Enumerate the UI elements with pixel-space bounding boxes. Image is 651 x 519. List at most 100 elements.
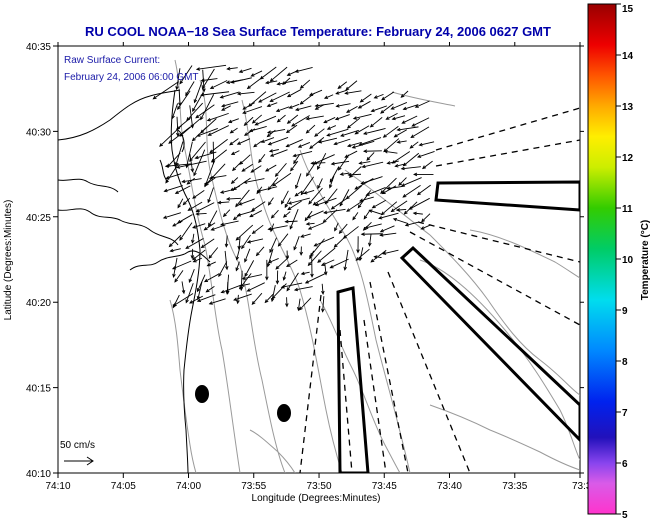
current-vector <box>220 284 242 294</box>
current-vector-field <box>152 64 435 313</box>
current-vector <box>329 258 349 269</box>
current-vector <box>392 217 408 224</box>
current-vector <box>251 201 266 212</box>
current-vector <box>168 126 191 144</box>
current-vector <box>221 105 231 111</box>
current-vector <box>314 104 325 110</box>
current-vector <box>380 103 394 114</box>
current-vector <box>418 141 435 147</box>
current-vector <box>335 103 351 108</box>
current-vector <box>174 185 191 194</box>
current-vector <box>304 272 327 284</box>
current-vector <box>390 200 408 213</box>
current-vector <box>187 201 203 211</box>
current-vector <box>361 161 384 169</box>
current-vector <box>251 114 263 124</box>
current-vector <box>241 163 253 172</box>
current-vector <box>356 236 360 254</box>
current-vector <box>195 64 227 71</box>
current-vector <box>205 286 215 293</box>
chart-title: RU COOL NOAA−18 Sea Surface Temperature:… <box>85 24 551 39</box>
current-vector <box>330 160 350 166</box>
x-tick-label: 73:3 <box>572 481 592 492</box>
y-tick-label: 40:10 <box>26 469 51 480</box>
current-vector <box>241 274 263 280</box>
current-vector <box>196 294 216 302</box>
current-vector <box>206 112 229 122</box>
current-vector <box>200 238 215 249</box>
current-vector <box>404 221 420 227</box>
channel-outline <box>399 245 580 443</box>
current-vector <box>203 273 219 283</box>
current-vector <box>344 90 362 95</box>
current-vector <box>393 129 407 138</box>
current-vector <box>233 293 252 301</box>
x-tick-label: 74:00 <box>176 481 201 492</box>
colorbar-tick-label: 9 <box>622 306 628 317</box>
current-vector <box>369 117 383 128</box>
current-vector <box>171 103 179 120</box>
current-vector <box>363 209 371 220</box>
current-vector <box>208 298 226 305</box>
current-vector <box>200 94 215 121</box>
annotation-line-1: Raw Surface Current: <box>64 55 160 66</box>
current-vector <box>195 104 215 119</box>
current-vector <box>165 163 179 184</box>
current-vector <box>323 262 328 276</box>
current-vector <box>306 210 324 219</box>
x-tick-label: 74:05 <box>111 481 136 492</box>
y-axis-label: Latitude (Degrees:Minutes) <box>3 200 14 321</box>
current-vector <box>246 238 264 244</box>
current-vector <box>345 80 358 91</box>
current-vector <box>281 190 289 205</box>
current-vector <box>370 105 388 113</box>
current-vector <box>303 190 315 195</box>
current-vector <box>229 127 238 134</box>
current-vector <box>383 149 398 154</box>
current-vector <box>152 81 179 100</box>
current-vector <box>236 138 251 145</box>
overlay-shapes <box>299 107 580 473</box>
current-vector <box>275 270 280 285</box>
current-vector <box>294 105 312 112</box>
current-vector <box>299 79 311 89</box>
current-vector <box>195 212 207 216</box>
current-vector <box>413 172 434 177</box>
current-vector <box>177 198 184 209</box>
current-vector <box>266 129 286 134</box>
current-vector <box>244 260 255 278</box>
current-vector <box>275 256 289 270</box>
current-vector <box>267 257 279 264</box>
current-vector <box>299 246 303 256</box>
current-vector <box>298 297 312 311</box>
current-vector <box>225 197 241 201</box>
current-vector <box>192 223 206 229</box>
current-vector <box>193 78 204 104</box>
current-vector <box>164 163 192 168</box>
current-vector <box>394 163 406 168</box>
scale-arrow: 50 cm/s <box>60 440 95 466</box>
current-vector <box>192 257 203 263</box>
current-vector <box>284 197 291 209</box>
current-vector <box>328 175 335 189</box>
current-vector <box>402 104 419 111</box>
current-vector <box>292 151 313 158</box>
current-vector <box>253 140 262 148</box>
annotation-line-2: February 24, 2006 06:00 GMT <box>64 72 199 83</box>
current-vector <box>337 81 348 89</box>
current-vector <box>194 151 217 160</box>
current-vector <box>287 200 302 211</box>
current-vector <box>310 258 314 278</box>
current-vector <box>291 115 310 127</box>
y-tick-label: 40:35 <box>26 42 51 53</box>
colorbar: 5 6 7 8 9 10 11 12 13 14 15 Temperature (°C) <box>587 3 651 519</box>
current-vector <box>359 93 372 103</box>
current-vector <box>411 117 430 127</box>
current-vector <box>368 209 383 216</box>
current-vector <box>206 261 216 267</box>
current-vector <box>312 196 326 206</box>
y-axis-ticks: 40:10 40:15 40:20 40:25 40:30 40:35 <box>26 42 584 480</box>
current-vector <box>269 237 277 254</box>
y-tick-label: 40:20 <box>26 298 51 309</box>
x-tick-label: 73:45 <box>372 481 397 492</box>
